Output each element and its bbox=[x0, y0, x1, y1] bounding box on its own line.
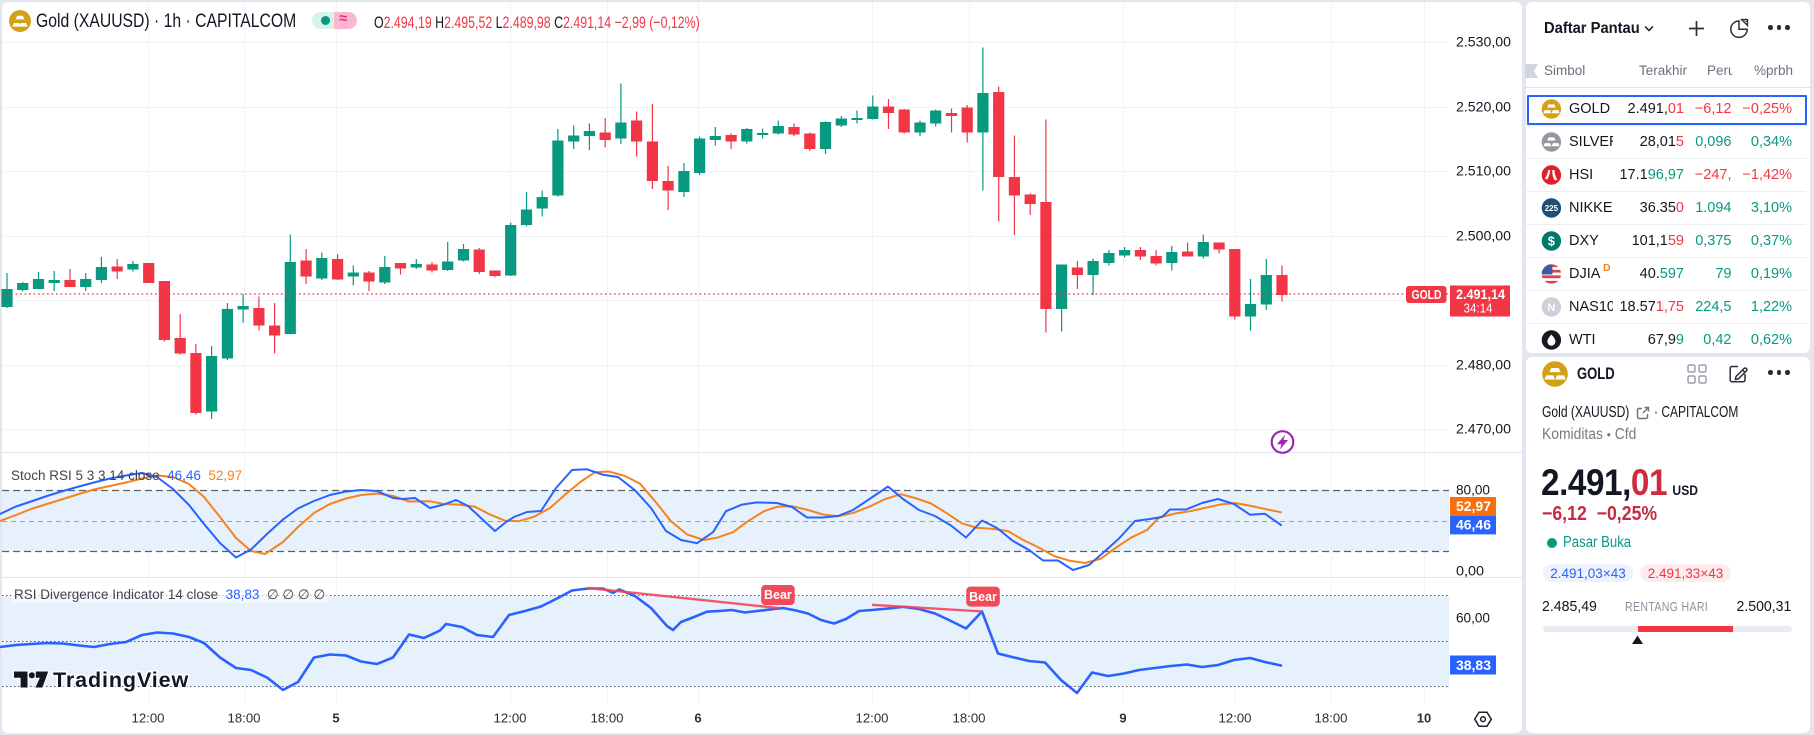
svg-text:12:00: 12:00 bbox=[1219, 711, 1252, 726]
svg-text:2.520,00: 2.520,00 bbox=[1456, 100, 1511, 115]
svg-text:Bear: Bear bbox=[969, 590, 997, 604]
svg-text:2.530,00: 2.530,00 bbox=[1456, 35, 1511, 50]
svg-text:6: 6 bbox=[694, 711, 701, 726]
svg-text:2.491,14: 2.491,14 bbox=[1456, 287, 1505, 302]
svg-text:0,00: 0,00 bbox=[1456, 564, 1484, 579]
svg-text:2.480,00: 2.480,00 bbox=[1456, 358, 1511, 373]
svg-text:18:00: 18:00 bbox=[953, 711, 986, 726]
svg-text:GOLD: GOLD bbox=[1412, 288, 1442, 302]
svg-text:60,00: 60,00 bbox=[1456, 611, 1490, 626]
svg-text:Bear: Bear bbox=[764, 588, 792, 602]
svg-text:225: 225 bbox=[1545, 204, 1559, 213]
svg-text:TradingView: TradingView bbox=[53, 668, 189, 692]
svg-text:18:00: 18:00 bbox=[228, 711, 261, 726]
svg-text:10: 10 bbox=[1417, 711, 1431, 726]
svg-text:2.470,00: 2.470,00 bbox=[1456, 422, 1511, 437]
svg-text:46,46: 46,46 bbox=[1456, 518, 1491, 533]
svg-text:52,97: 52,97 bbox=[1456, 499, 1491, 514]
svg-text:80,00: 80,00 bbox=[1456, 483, 1490, 498]
svg-text:12:00: 12:00 bbox=[132, 711, 165, 726]
svg-text:5: 5 bbox=[332, 711, 339, 726]
svg-text:2.510,00: 2.510,00 bbox=[1456, 164, 1511, 179]
svg-text:34:14: 34:14 bbox=[1464, 302, 1493, 316]
svg-text:N: N bbox=[1547, 302, 1555, 314]
svg-text:9: 9 bbox=[1119, 711, 1126, 726]
svg-text:12:00: 12:00 bbox=[856, 711, 889, 726]
svg-text:$: $ bbox=[1548, 235, 1555, 249]
svg-text:18:00: 18:00 bbox=[1315, 711, 1348, 726]
svg-text:2.500,00: 2.500,00 bbox=[1456, 229, 1511, 244]
svg-text:38,83: 38,83 bbox=[1456, 658, 1491, 673]
svg-text:18:00: 18:00 bbox=[591, 711, 624, 726]
svg-text:12:00: 12:00 bbox=[494, 711, 527, 726]
